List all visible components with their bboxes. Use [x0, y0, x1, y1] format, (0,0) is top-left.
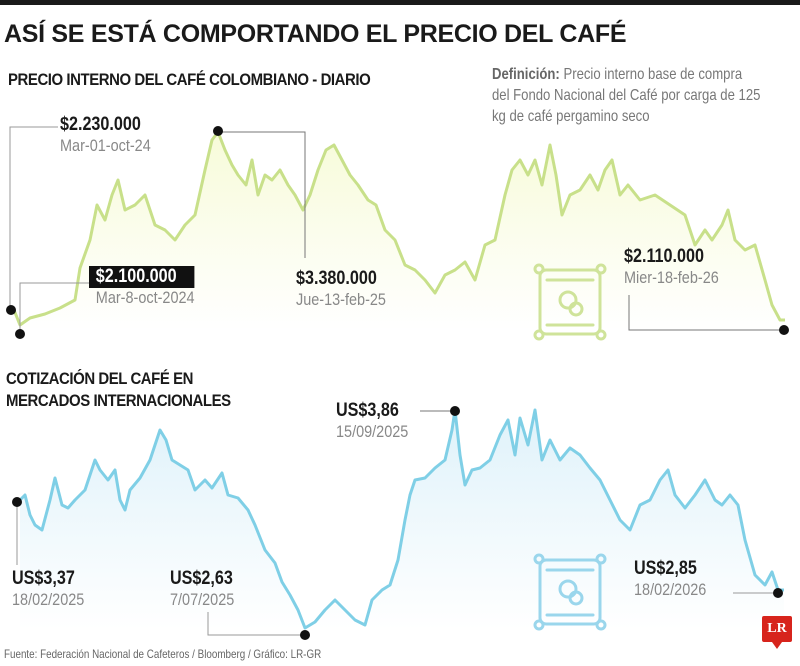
- annotation-international-low: US$2,63 7/07/2025: [170, 568, 234, 610]
- definition-text: Precio interno base de compra del Fondo …: [492, 66, 761, 125]
- annotation-date: Mar-8-oct-2024: [95, 288, 195, 307]
- annotation-domestic-low: $2.100.000 Mar-8-oct-2024: [89, 266, 195, 308]
- international-chart-title: COTIZACIÓN DEL CAFÉ EN MERCADOS INTERNAC…: [6, 368, 231, 412]
- annotation-value: US$3,37: [12, 568, 75, 589]
- international-price-chart: [12, 406, 784, 640]
- top-rule: [0, 0, 800, 5]
- annotation-date: Mar-01-oct-24: [60, 136, 151, 155]
- annotation-value: US$2,85: [634, 558, 697, 579]
- annotation-international-peak: US$3,86 15/09/2025: [336, 400, 408, 442]
- coffee-sack-icon: [533, 263, 607, 341]
- annotation-value: $2.100.000: [89, 266, 195, 288]
- definition-label: Definición:: [492, 66, 560, 83]
- annotation-value: $2.230.000: [60, 114, 141, 135]
- coffee-sack-icon: [533, 553, 607, 631]
- annotation-date: 18/02/2026: [634, 580, 707, 599]
- domestic-price-chart: [6, 126, 789, 341]
- domestic-chart-title: PRECIO INTERNO DEL CAFÉ COLOMBIANO - DIA…: [8, 70, 371, 89]
- annotation-value: $3.380.000: [296, 268, 377, 289]
- lr-logo: LR: [762, 616, 792, 649]
- annotation-international-start: US$3,37 18/02/2025: [12, 568, 84, 610]
- annotation-value: US$3,86: [336, 400, 399, 421]
- annotation-date: 15/09/2025: [336, 422, 409, 441]
- annotation-value: US$2,63: [170, 568, 233, 589]
- annotation-domestic-end: $2.110.000 Mier-18-feb-26: [624, 246, 719, 288]
- annotation-date: Mier-18-feb-26: [624, 268, 719, 287]
- annotation-date: 7/07/2025: [170, 590, 235, 609]
- source-credit: Fuente: Federación Nacional de Cafeteros…: [4, 647, 322, 661]
- annotation-date: Jue-13-feb-25: [296, 290, 386, 309]
- annotation-domestic-peak: $3.380.000 Jue-13-feb-25: [296, 268, 386, 310]
- annotation-date: 18/02/2025: [12, 590, 85, 609]
- annotation-international-end: US$2,85 18/02/2026: [634, 558, 706, 600]
- annotation-value: $2.110.000: [624, 246, 704, 267]
- definition-note: Definición: Precio interno base de compr…: [492, 64, 763, 127]
- international-title-line1: COTIZACIÓN DEL CAFÉ EN: [6, 369, 194, 388]
- international-title-line2: MERCADOS INTERNACIONALES: [6, 391, 231, 410]
- page-title: ASÍ SE ESTÁ COMPORTANDO EL PRECIO DEL CA…: [4, 20, 627, 48]
- annotation-domestic-start: $2.230.000 Mar-01-oct-24: [60, 114, 151, 156]
